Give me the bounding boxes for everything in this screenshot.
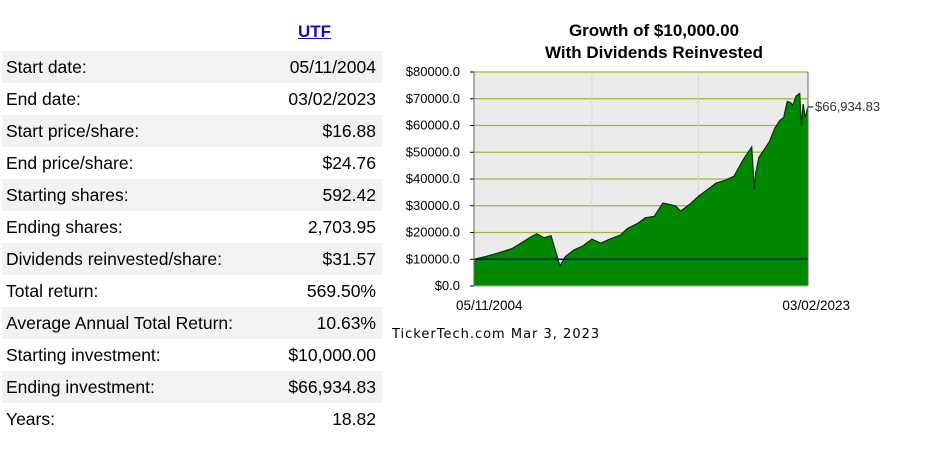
stat-value: 18.82: [332, 408, 376, 429]
stats-row: Ending shares: 2,703.95: [2, 211, 382, 243]
stats-row: Start date: 05/11/2004: [2, 51, 382, 83]
stats-row: Average Annual Total Return: 10.63%: [2, 307, 382, 339]
stat-value: $24.76: [322, 152, 376, 173]
stat-label: Start date:: [2, 51, 258, 83]
stats-row: Ending investment: $66,934.83: [2, 371, 382, 403]
stat-label: Ending investment:: [2, 371, 258, 403]
y-tick-label: $0.0: [435, 278, 460, 293]
stat-label: End date:: [6, 88, 81, 109]
stats-row: Dividends reinvested/share: $31.57: [2, 243, 382, 275]
stat-value: $10,000.00: [288, 344, 376, 365]
stats-row: Start price/share: $16.88: [2, 115, 382, 147]
stats-row: End date: 03/02/2023: [2, 83, 382, 115]
stats-row: Total return: 569.50%: [2, 275, 382, 307]
stat-label: Dividends reinvested/share:: [2, 243, 258, 275]
stat-value: 03/02/2023: [288, 88, 376, 109]
growth-chart: $0.0 $10000.0 $20000.0 $30000.0 $40000.0 $500…: [406, 64, 880, 313]
chart-title-line1: Growth of $10,000.00: [568, 21, 740, 40]
stat-label: Ending shares:: [6, 216, 123, 237]
y-tick-label: $70000.0: [406, 91, 460, 106]
y-tick-label: $40000.0: [406, 171, 460, 186]
stats-table: Start date: 05/11/2004 End date: 03/02/2023…: [2, 51, 382, 435]
stats-row: Starting investment: $10,000.00: [2, 339, 382, 371]
y-tick-label: $10000.0: [406, 251, 460, 266]
stat-value: $31.57: [258, 243, 382, 275]
y-tick-label: $80000.0: [406, 64, 460, 79]
stat-value: 2,703.95: [307, 216, 376, 237]
stat-label: Total return:: [6, 280, 99, 301]
stat-label: Years:: [6, 408, 55, 429]
growth-area: [474, 93, 808, 287]
ticker-symbol[interactable]: UTF: [298, 22, 332, 41]
stat-label: End price/share:: [6, 152, 134, 173]
stat-value: 10.63%: [258, 307, 382, 339]
stat-label: Starting shares:: [2, 179, 258, 211]
stats-row: End price/share: $24.76: [2, 147, 382, 179]
y-tick-label: $50000.0: [406, 144, 460, 159]
stats-row: Starting shares: 592.42: [2, 179, 382, 211]
stat-value: 05/11/2004: [258, 51, 382, 83]
stat-value: 592.42: [258, 179, 382, 211]
stat-value: 569.50%: [306, 280, 376, 301]
stat-label: Start price/share:: [2, 115, 258, 147]
end-value-label: $66,934.83: [815, 99, 880, 114]
x-end-label: 03/02/2023: [782, 298, 850, 313]
y-tick-label: $60000.0: [406, 118, 460, 133]
chart-title-line2: With Dividends Reinvested: [544, 43, 764, 62]
growth-line: [473, 92, 809, 268]
stats-row: Years: 18.82: [2, 403, 382, 435]
stat-label: Average Annual Total Return:: [2, 307, 258, 339]
chart-title: Growth of $10,000.00 With Dividends Rein…: [504, 20, 804, 64]
stat-label: Starting investment:: [6, 344, 161, 365]
stat-value: $66,934.83: [258, 371, 382, 403]
x-start-label: 05/11/2004: [456, 298, 523, 313]
y-tick-label: $30000.0: [406, 198, 460, 213]
chart-credit: TickerTech.com Mar 3, 2023: [392, 327, 601, 342]
y-tick-label: $20000.0: [406, 225, 460, 240]
stat-value: $16.88: [258, 115, 382, 147]
